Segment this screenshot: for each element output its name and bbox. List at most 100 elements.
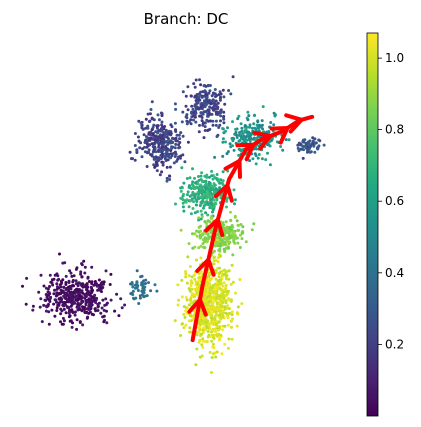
scatter-point (160, 170, 164, 174)
scatter-point (216, 260, 220, 264)
scatter-point (258, 135, 262, 139)
scatter-point (141, 289, 145, 293)
scatter-point (197, 330, 201, 334)
scatter-point (226, 169, 230, 173)
scatter-point (197, 216, 201, 220)
scatter-point (189, 284, 193, 288)
scatter-point (50, 308, 54, 312)
scatter-point (64, 311, 68, 315)
scatter-point (184, 323, 188, 327)
scatter-point (311, 136, 315, 140)
scatter-point (83, 271, 87, 275)
scatter-point (189, 118, 193, 122)
scatter-point (224, 220, 228, 224)
scatter-point (213, 155, 217, 159)
scatter-point (195, 347, 199, 351)
scatter-point (231, 280, 235, 284)
scatter-point (161, 163, 165, 167)
colorbar-tick-label: 0.2 (385, 337, 404, 351)
scatter-point (238, 278, 242, 281)
scatter-point (186, 190, 190, 194)
scatter-point (65, 293, 69, 297)
scatter-point (212, 291, 216, 295)
scatter-point (76, 284, 80, 288)
scatter-point (55, 272, 59, 276)
scatter-point (176, 303, 180, 307)
scatter-point (230, 310, 234, 314)
scatter-point (212, 262, 216, 266)
scatter-point (142, 133, 146, 137)
scatter-point (84, 303, 88, 307)
scatter-point (43, 298, 47, 302)
scatter-point (261, 105, 265, 109)
scatter-point (197, 175, 200, 178)
scatter-point (80, 301, 84, 304)
scatter-point (204, 231, 208, 235)
scatter-point (237, 114, 241, 118)
scatter-points (21, 75, 326, 374)
scatter-point (156, 131, 160, 135)
scatter-point (200, 343, 204, 347)
scatter-point (143, 150, 147, 154)
scatter-point (228, 236, 232, 240)
scatter-point (179, 189, 183, 193)
scatter-point (219, 108, 223, 112)
scatter-point (105, 309, 108, 313)
scatter-point (203, 203, 207, 207)
scatter-point (196, 186, 200, 190)
trajectory-arrowhead (269, 126, 290, 145)
scatter-point (82, 307, 86, 311)
scatter-point (39, 297, 43, 301)
scatter-point (216, 110, 220, 114)
scatter-point (181, 110, 185, 114)
scatter-point (239, 223, 243, 226)
scatter-point (243, 130, 247, 134)
scatter-point (224, 299, 228, 303)
scatter-point (192, 110, 196, 114)
scatter-point (157, 145, 161, 149)
scatter-point (31, 304, 35, 308)
scatter-point (189, 319, 193, 323)
scatter-point (221, 284, 225, 288)
scatter-point (246, 118, 250, 122)
scatter-point (154, 134, 158, 138)
scatter-point (123, 303, 127, 307)
scatter-point (87, 297, 91, 301)
scatter-point (200, 188, 204, 192)
scatter-point (135, 149, 139, 153)
scatter-point (169, 132, 173, 135)
scatter-point (97, 278, 101, 282)
scatter-point (181, 90, 185, 94)
scatter-point (200, 192, 204, 196)
scatter-point (134, 286, 137, 290)
trajectory-arrowhead (204, 217, 225, 237)
scatter-point (222, 110, 226, 114)
scatter-point (39, 273, 43, 277)
scatter-point (204, 211, 208, 215)
scatter-point (152, 157, 156, 161)
scatter-point (223, 342, 227, 346)
scatter-point (64, 287, 68, 290)
scatter-point (193, 232, 197, 236)
scatter-point (316, 146, 320, 150)
scatter-point (223, 250, 227, 254)
scatter-point (102, 320, 106, 324)
scatter-point (212, 100, 216, 104)
scatter-point (260, 157, 264, 161)
scatter-point (205, 240, 209, 244)
scatter-point (99, 311, 103, 315)
scatter-point (189, 94, 193, 98)
scatter-point (204, 299, 208, 303)
scatter-point (205, 175, 209, 179)
scatter-point (105, 321, 109, 325)
scatter-point (174, 107, 178, 111)
scatter-point (237, 153, 241, 157)
scatter-point (184, 272, 188, 276)
scatter-point (97, 287, 101, 291)
scatter-point (214, 330, 218, 333)
scatter-point (220, 304, 224, 308)
scatter-point (21, 284, 24, 288)
scatter-point (102, 280, 106, 284)
scatter-point (145, 135, 148, 139)
scatter-point (254, 147, 258, 150)
